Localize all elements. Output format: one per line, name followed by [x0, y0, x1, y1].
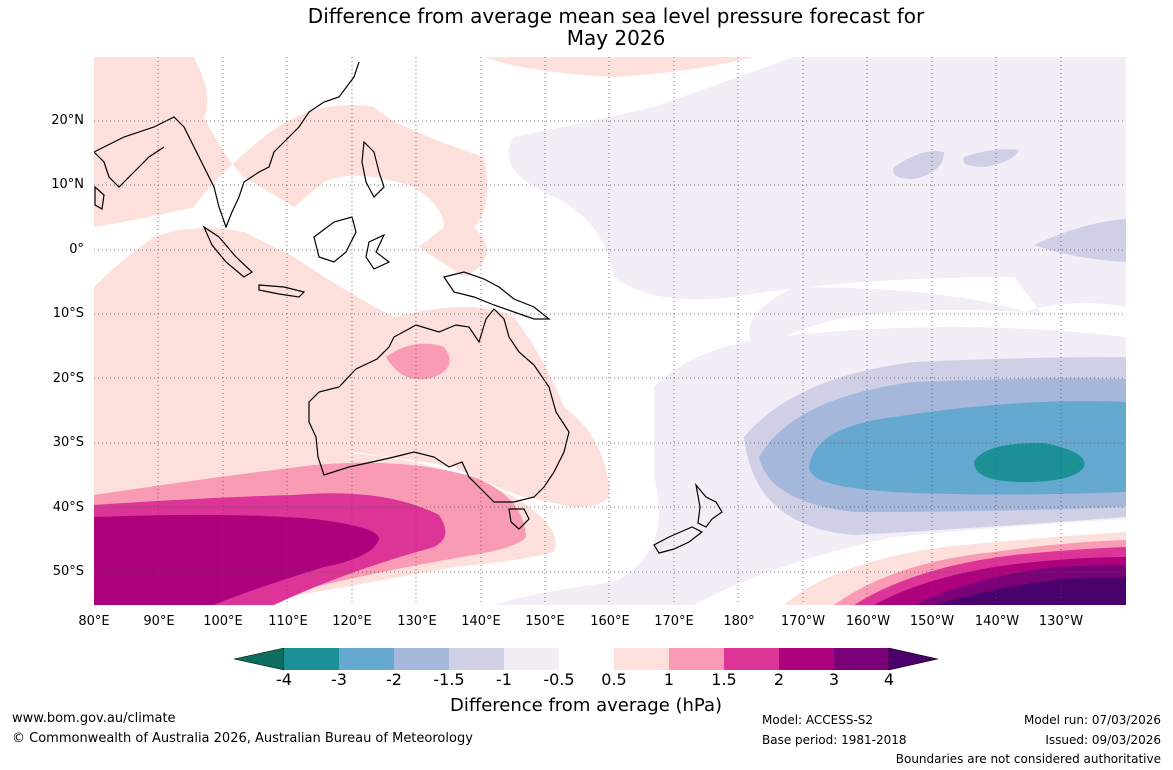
lat-label: 0°	[69, 242, 84, 257]
lon-label: 130°W	[1038, 614, 1084, 629]
copyright-text: © Commonwealth of Australia 2026, Austra…	[12, 731, 473, 746]
colorbar-title: Difference from average (hPa)	[449, 695, 723, 716]
lon-label: 150°W	[909, 614, 955, 629]
pos-weak-north-pacific	[484, 57, 754, 77]
colorbar-swatch	[559, 648, 614, 670]
lat-label: 20°S	[52, 371, 84, 386]
colorbar-label: 3	[828, 670, 840, 689]
boundary-disclaimer: Boundaries are not considered authoritat…	[895, 752, 1161, 766]
colorbar-swatch	[339, 648, 394, 670]
lat-label: 50°S	[52, 564, 84, 579]
anomaly-shading	[94, 57, 1126, 605]
lon-label: 100°E	[203, 614, 243, 629]
colorbar-label: 4	[883, 670, 895, 689]
tasmania-coastline	[508, 508, 530, 530]
lat-label: 30°S	[52, 435, 84, 450]
issued-date: Issued: 09/03/2026	[1045, 733, 1161, 747]
colorbar-swatch	[449, 648, 504, 670]
neg-moderate-north-2	[963, 149, 1019, 167]
pos-moderate-australia	[386, 343, 450, 380]
lon-label: 180°	[723, 614, 755, 629]
sulawesi-coastline	[365, 233, 391, 270]
colorbar-label: 1.5	[711, 670, 737, 689]
lon-label: 90°E	[143, 614, 175, 629]
colorbar-swatch	[834, 648, 889, 670]
model-run-date: Model run: 07/03/2026	[1023, 713, 1161, 727]
colorbar-swatch	[394, 648, 449, 670]
lon-label: 160°W	[845, 614, 891, 629]
graticule	[94, 57, 1126, 605]
website-link[interactable]: www.bom.gov.au/climate	[12, 711, 176, 726]
lon-label: 140°E	[461, 614, 501, 629]
pos-weak-north	[94, 57, 488, 277]
chart-title-line1: Difference from average mean sea level p…	[307, 4, 925, 28]
lat-label: 40°S	[52, 500, 84, 515]
colorbar-label: -1	[496, 670, 512, 689]
map-canvas	[94, 57, 1126, 605]
lon-label: 120°E	[332, 614, 372, 629]
neg-moderate-equator	[1034, 219, 1126, 262]
lon-label: 80°E	[78, 614, 110, 629]
colorbar-swatch	[504, 648, 559, 670]
lon-label: 130°E	[397, 614, 437, 629]
sumatra-coastline	[202, 225, 253, 278]
lon-label: 150°E	[525, 614, 565, 629]
colorbar-swatch	[779, 648, 834, 670]
pressure-anomaly-map	[94, 57, 1126, 605]
neg-peak-south	[974, 442, 1085, 482]
base-period: Base period: 1981-2018	[762, 733, 907, 747]
mainland-asia-coastline	[94, 61, 360, 229]
lat-label: 10°S	[52, 306, 84, 321]
lon-label: 170°W	[780, 614, 826, 629]
colorbar-label: 2	[773, 670, 785, 689]
new-guinea-coastline	[443, 271, 551, 320]
colorbar-swatch	[888, 647, 938, 671]
borneo-coastline	[313, 216, 357, 263]
colorbar-label: -2	[386, 670, 402, 689]
model-name: Model: ACCESS-S2	[762, 713, 874, 727]
colorbar-label: 0.5	[601, 670, 627, 689]
colorbar-swatch	[669, 648, 724, 670]
colorbar-label: 1	[663, 670, 675, 689]
australia-coastline	[308, 308, 570, 503]
lat-label: 10°N	[51, 177, 84, 192]
sri-lanka-coastline	[94, 185, 105, 210]
colorbar-label: -1.5	[433, 670, 465, 689]
colorbar-swatch	[614, 648, 669, 670]
colorbar	[234, 647, 938, 671]
colorbar-swatch	[284, 648, 339, 670]
new-zealand-south-coastline	[653, 526, 704, 554]
neg-moderate-north-1	[893, 151, 944, 179]
lon-label: 110°E	[268, 614, 308, 629]
lon-label: 140°W	[974, 614, 1020, 629]
lon-label: 170°E	[654, 614, 694, 629]
colorbar-label: -4	[276, 670, 292, 689]
colorbar-label: -3	[331, 670, 347, 689]
lat-label: 20°N	[51, 113, 84, 128]
india-coastline	[94, 146, 165, 188]
colorbar-label: -0.5	[543, 670, 575, 689]
coastlines	[94, 61, 723, 554]
pos-peak-south	[94, 514, 379, 605]
neg-weak-pacific	[508, 57, 1126, 347]
colorbar-swatch	[234, 647, 285, 671]
new-zealand-north-coastline	[695, 482, 723, 528]
colorbar-swatch	[724, 648, 779, 670]
lon-label: 160°E	[590, 614, 630, 629]
java-coastline	[258, 284, 306, 298]
chart-title-line2: May 2026	[566, 26, 666, 50]
philippines-coastline	[361, 140, 385, 198]
pos-extreme-pacific	[934, 577, 1126, 605]
